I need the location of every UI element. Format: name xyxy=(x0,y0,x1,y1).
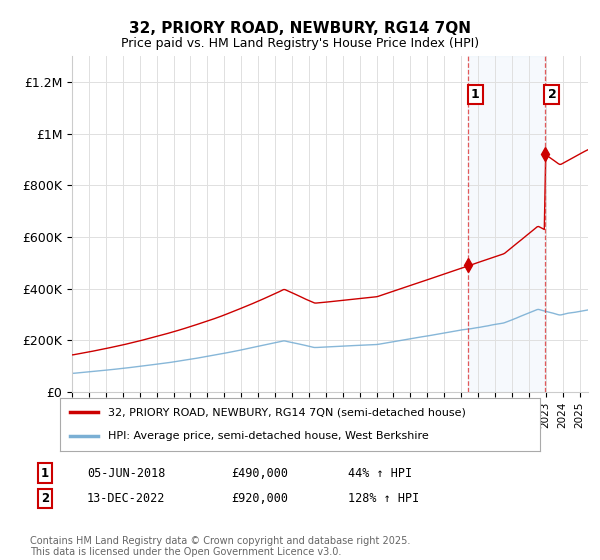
Text: 05-JUN-2018: 05-JUN-2018 xyxy=(87,466,166,480)
Text: 2: 2 xyxy=(548,88,556,101)
Text: 1: 1 xyxy=(471,88,479,101)
Text: Contains HM Land Registry data © Crown copyright and database right 2025.
This d: Contains HM Land Registry data © Crown c… xyxy=(30,535,410,557)
Text: £920,000: £920,000 xyxy=(231,492,288,505)
Text: £490,000: £490,000 xyxy=(231,466,288,480)
Text: 13-DEC-2022: 13-DEC-2022 xyxy=(87,492,166,505)
Text: 32, PRIORY ROAD, NEWBURY, RG14 7QN (semi-detached house): 32, PRIORY ROAD, NEWBURY, RG14 7QN (semi… xyxy=(108,408,466,418)
Text: HPI: Average price, semi-detached house, West Berkshire: HPI: Average price, semi-detached house,… xyxy=(108,431,429,441)
Text: 1: 1 xyxy=(41,466,49,480)
Text: 128% ↑ HPI: 128% ↑ HPI xyxy=(348,492,419,505)
Text: Price paid vs. HM Land Registry's House Price Index (HPI): Price paid vs. HM Land Registry's House … xyxy=(121,38,479,50)
Text: 2: 2 xyxy=(41,492,49,505)
Bar xyxy=(468,56,545,392)
Text: 32, PRIORY ROAD, NEWBURY, RG14 7QN: 32, PRIORY ROAD, NEWBURY, RG14 7QN xyxy=(129,21,471,36)
Text: 44% ↑ HPI: 44% ↑ HPI xyxy=(348,466,412,480)
